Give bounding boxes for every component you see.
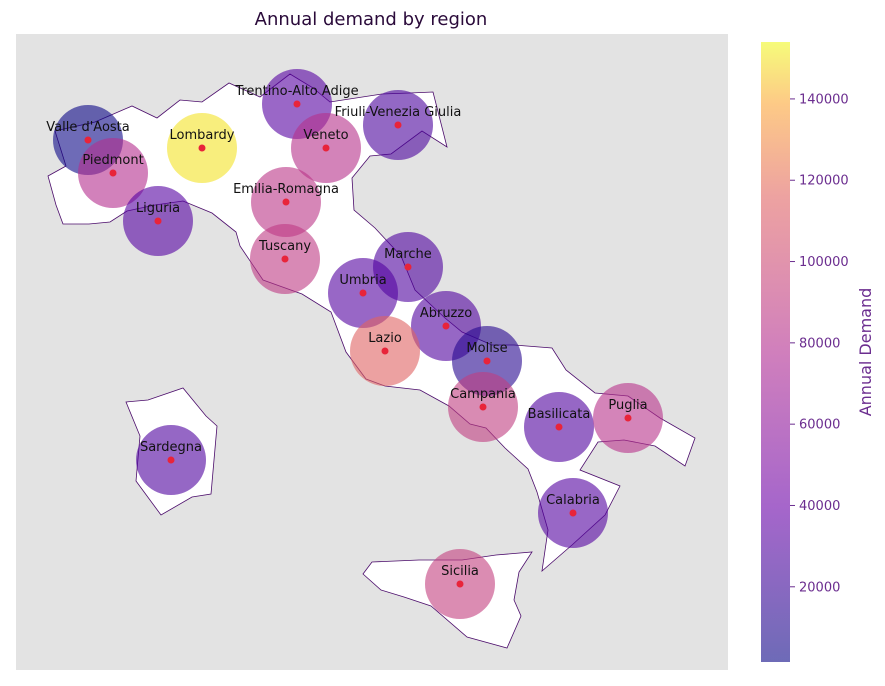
colorbar-gradient	[761, 42, 790, 662]
region-label-sardegna: Sardegna	[140, 440, 202, 455]
region-label-lombardy: Lombardy	[170, 128, 235, 143]
region-point-trentino-alto-adige	[293, 100, 301, 108]
region-label-valle-d-aosta: Valle d'Aosta	[46, 120, 129, 135]
region-label-lazio: Lazio	[368, 331, 402, 346]
region-point-molise	[483, 357, 491, 365]
region-point-piedmont	[109, 169, 117, 177]
region-label-basilicata: Basilicata	[528, 407, 591, 422]
region-points	[84, 100, 632, 588]
region-point-puglia	[624, 414, 632, 422]
region-point-veneto	[322, 144, 330, 152]
colorbar-tick-label: 40000	[799, 499, 840, 514]
region-point-umbria	[359, 289, 367, 297]
region-label-puglia: Puglia	[608, 398, 647, 413]
region-point-marche	[404, 263, 412, 271]
region-label-liguria: Liguria	[136, 201, 180, 216]
region-label-umbria: Umbria	[339, 273, 386, 288]
colorbar-tick-label: 60000	[799, 418, 840, 433]
region-point-friuli-venezia-giulia	[394, 121, 402, 129]
region-point-sardegna	[167, 456, 175, 464]
region-label-tuscany: Tuscany	[258, 239, 311, 254]
region-point-valle-d-aosta	[84, 136, 92, 144]
region-point-sicilia	[456, 580, 464, 588]
region-label-molise: Molise	[466, 341, 507, 356]
region-label-trentino-alto-adige: Trentino-Alto Adige	[234, 84, 358, 99]
colorbar-tick-label: 100000	[799, 255, 849, 270]
colorbar-tick-label: 20000	[799, 580, 840, 595]
region-label-marche: Marche	[384, 247, 432, 262]
region-label-piedmont: Piedmont	[82, 153, 143, 168]
colorbar-label: Annual Demand	[856, 288, 875, 417]
region-point-calabria	[569, 509, 577, 517]
region-point-tuscany	[281, 255, 289, 263]
region-point-lazio	[381, 347, 389, 355]
region-label-calabria: Calabria	[546, 493, 600, 508]
region-label-abruzzo: Abruzzo	[420, 306, 472, 321]
region-label-veneto: Veneto	[303, 128, 348, 143]
region-point-liguria	[154, 217, 162, 225]
region-point-lombardy	[198, 144, 206, 152]
region-label-campania: Campania	[450, 387, 516, 402]
colorbar: 20000 40000 60000 80000 100000 120000 140000 A…	[761, 42, 875, 662]
colorbar-tick-label: 140000	[799, 92, 849, 107]
colorbar-tick-label: 120000	[799, 174, 849, 189]
region-point-emilia-romagna	[282, 198, 290, 206]
colorbar-ticks: 20000 40000 60000 80000 100000 120000 140000	[790, 92, 849, 595]
region-point-campania	[479, 403, 487, 411]
region-labels: Valle d'Aosta Piedmont Lombardy Trentino-Al…	[46, 84, 647, 579]
colorbar-tick-label: 80000	[799, 336, 840, 351]
region-point-basilicata	[555, 423, 563, 431]
region-label-sicilia: Sicilia	[441, 564, 479, 579]
region-point-abruzzo	[442, 322, 450, 330]
map-title: Annual demand by region	[255, 9, 488, 30]
region-label-friuli-venezia-giulia: Friuli-Venezia Giulia	[335, 105, 462, 120]
region-label-emilia-romagna: Emilia-Romagna	[233, 182, 339, 197]
